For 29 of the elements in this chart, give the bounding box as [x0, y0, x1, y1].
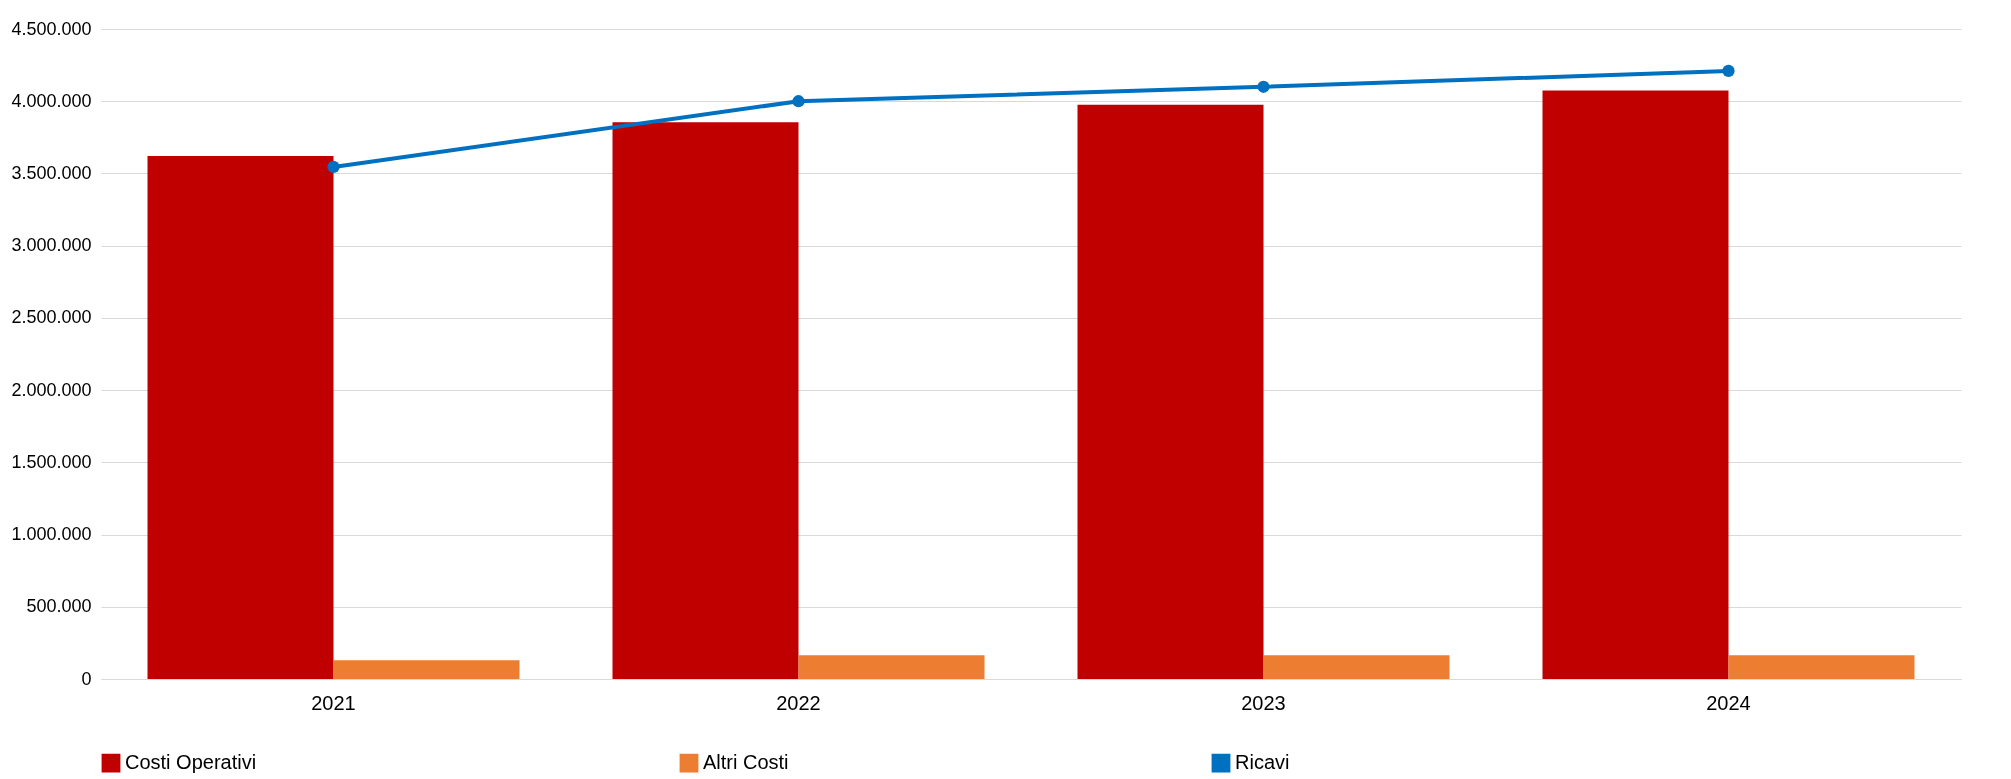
- point: [792, 95, 805, 108]
- bar: [1542, 90, 1729, 679]
- bar: [147, 156, 334, 679]
- y-tick-label: 2.000.000: [11, 379, 92, 400]
- legend-label: Altri Costi: [703, 751, 789, 774]
- y-tick-label: 500.000: [26, 596, 92, 617]
- bar: [1728, 655, 1915, 679]
- y-tick-label: 3.500.000: [11, 162, 92, 183]
- y-tick-label: 2.500.000: [11, 307, 92, 328]
- x-tick-label: 2021: [311, 691, 356, 714]
- y-tick-label: 3.000.000: [11, 235, 92, 256]
- y-tick-label: 1.500.000: [11, 451, 92, 472]
- legend-label: Costi Operativi: [125, 751, 257, 774]
- bar: [333, 660, 520, 679]
- x-tick-label: 2023: [1241, 691, 1286, 714]
- x-tick-label: 2022: [776, 691, 821, 714]
- y-tick-label: 4.000.000: [11, 90, 92, 111]
- point: [1722, 64, 1735, 77]
- point: [327, 160, 340, 174]
- legend-label: Ricavi: [1235, 751, 1290, 774]
- x-tick-label: 2024: [1706, 691, 1751, 714]
- y-tick-label: 4.500.000: [11, 18, 92, 39]
- bar: [1077, 104, 1264, 679]
- bar: [612, 122, 799, 679]
- bar: [798, 655, 985, 679]
- point: [1257, 80, 1270, 93]
- bar: [1263, 655, 1450, 679]
- y-tick-label: 1.000.000: [11, 524, 92, 545]
- y-tick-label: 0: [81, 668, 92, 689]
